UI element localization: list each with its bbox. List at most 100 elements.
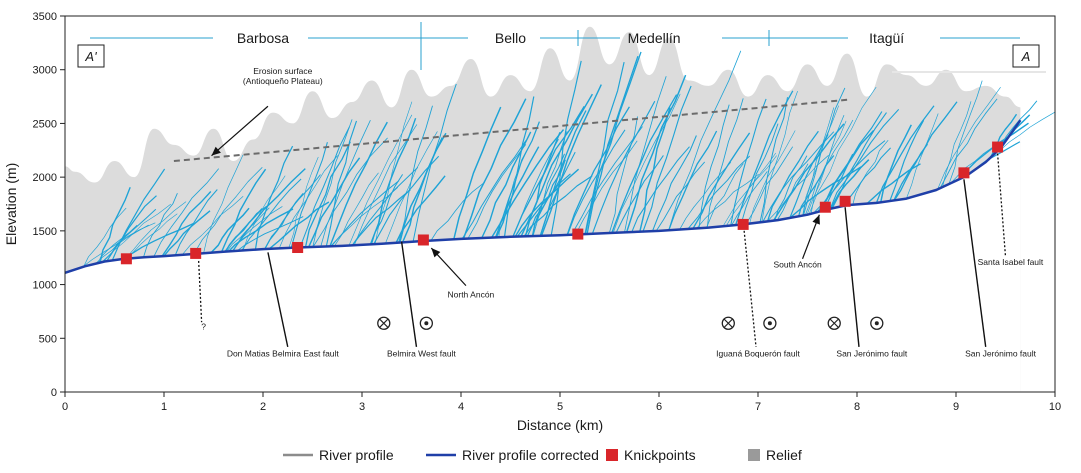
tributary-stream: [852, 139, 889, 205]
tributary-stream: [385, 131, 438, 244]
tributary-stream: [810, 114, 845, 215]
tributary-stream: [624, 76, 667, 233]
x-axis: 0 1 2 3 4 5 6 7 8 9 10: [62, 392, 1061, 413]
y-tick-label: 500: [39, 333, 57, 345]
erosion-surface-arrow: [211, 105, 269, 157]
tributary-stream: [348, 114, 413, 246]
knickpoint-marker: [737, 218, 749, 230]
tributary-stream: [813, 140, 886, 214]
tributary-stream: [625, 74, 687, 233]
tributary-stream: [121, 222, 195, 260]
annotations-layer: Erosion surface(Antioqueño Plateau) North…: [198, 66, 1044, 359]
tributary-streams-layer: [82, 50, 1055, 268]
tributary-stream: [766, 130, 819, 222]
legend-square-swatch: [748, 449, 760, 461]
tributary-stream: [161, 191, 212, 257]
tributary-stream: [567, 129, 626, 235]
y-axis-title: Elevation (m): [3, 163, 19, 245]
annotation-label: Erosion surface: [253, 66, 312, 76]
dot-center: [424, 321, 429, 326]
town-label: Bello: [495, 30, 526, 46]
y-tick-label: 2000: [33, 172, 57, 184]
x-tick-label: 8: [854, 401, 860, 413]
santa-isabel-fault-leader: [996, 153, 1007, 257]
tributary-stream: [371, 174, 404, 245]
tributary-stream: [125, 201, 187, 259]
knickpoint-marker: [819, 201, 831, 213]
cross-stroke: [829, 318, 839, 328]
tributary-stream: [893, 101, 958, 201]
fault-motion-symbols: [377, 316, 884, 330]
tributary-stream: [288, 156, 319, 248]
tributary-stream: [668, 130, 718, 231]
tributary-stream: [802, 105, 839, 216]
section-label-left: A': [77, 44, 105, 68]
annotation-label: Santa Isabel fault: [978, 257, 1044, 267]
tributary-stream: [461, 140, 527, 240]
tributary-stream: [236, 216, 304, 252]
x-tick-label: 7: [755, 401, 761, 413]
erosion-surface-arrow-head: [211, 146, 221, 156]
tributary-stream: [467, 144, 527, 239]
tributary-stream: [726, 152, 777, 227]
tributary-stream: [829, 109, 900, 210]
x-tick-label: 10: [1049, 401, 1061, 413]
town-label: Medellín: [628, 30, 681, 46]
x-tick-label: 3: [359, 401, 365, 413]
tributary-stream: [210, 207, 250, 254]
erosion-surface-line: [173, 98, 848, 163]
tributary-stream: [514, 168, 580, 238]
river-profile-layer: [64, 119, 1022, 274]
tributary-stream: [698, 104, 730, 229]
south-ancon-arrow-head: [812, 214, 820, 225]
tributary-stream: [687, 155, 751, 230]
tributary-stream: [692, 132, 751, 229]
tributary-stream: [351, 167, 419, 246]
tributary-stream: [83, 207, 127, 267]
x-axis-title: Distance (km): [517, 417, 603, 433]
legend-label: River profile: [319, 447, 394, 463]
knickpoints-layer: [120, 141, 1004, 265]
section-label-left-text: A': [84, 49, 97, 64]
tributary-stream: [706, 163, 744, 228]
annotation-label: ?: [201, 322, 206, 332]
tributary-stream: [232, 168, 306, 252]
legend-square-swatch: [606, 449, 618, 461]
tributary-stream: [398, 105, 433, 243]
x-tick-label: 0: [62, 401, 68, 413]
knickpoint-marker: [572, 228, 584, 240]
y-axis: 0 500 1000 1500 2000 2500 3000 3500: [33, 11, 65, 399]
san-jeronimo-fault-2-leader: [963, 179, 987, 347]
tributary-stream: [82, 222, 156, 268]
knickpoint-marker: [958, 167, 970, 179]
tributary-stream: [762, 131, 835, 223]
legend-label: Knickpoints: [624, 447, 696, 463]
tributary-stream: [174, 189, 218, 256]
tributary-stream: [566, 106, 630, 236]
tributary-stream: [153, 168, 220, 257]
tributary-stream: [143, 193, 178, 258]
tributary-stream: [524, 132, 561, 237]
knickpoint-marker: [120, 253, 132, 265]
tributary-stream: [307, 157, 361, 248]
tributary-stream: [734, 90, 794, 226]
tributary-stream: [540, 84, 602, 237]
tributary-stream: [774, 155, 808, 221]
legend-label: River profile corrected: [462, 447, 599, 463]
tributary-stream: [942, 101, 972, 188]
don-matias-fault-leader: [267, 252, 289, 348]
tributary-stream: [330, 180, 400, 247]
tributary-stream: [696, 173, 759, 229]
tributary-stream: [706, 98, 744, 228]
tributary-stream: [842, 147, 891, 207]
tributary-stream: [761, 90, 798, 223]
tributary-stream: [830, 159, 870, 210]
tributary-stream: [655, 161, 706, 232]
tributary-stream: [220, 168, 267, 253]
tributary-stream: [325, 120, 358, 247]
tributary-stream: [611, 94, 678, 234]
tributary-stream: [615, 155, 664, 233]
x-tick-label: 5: [557, 401, 563, 413]
tributary-stream: [462, 98, 527, 240]
tributary-stream: [652, 135, 697, 232]
